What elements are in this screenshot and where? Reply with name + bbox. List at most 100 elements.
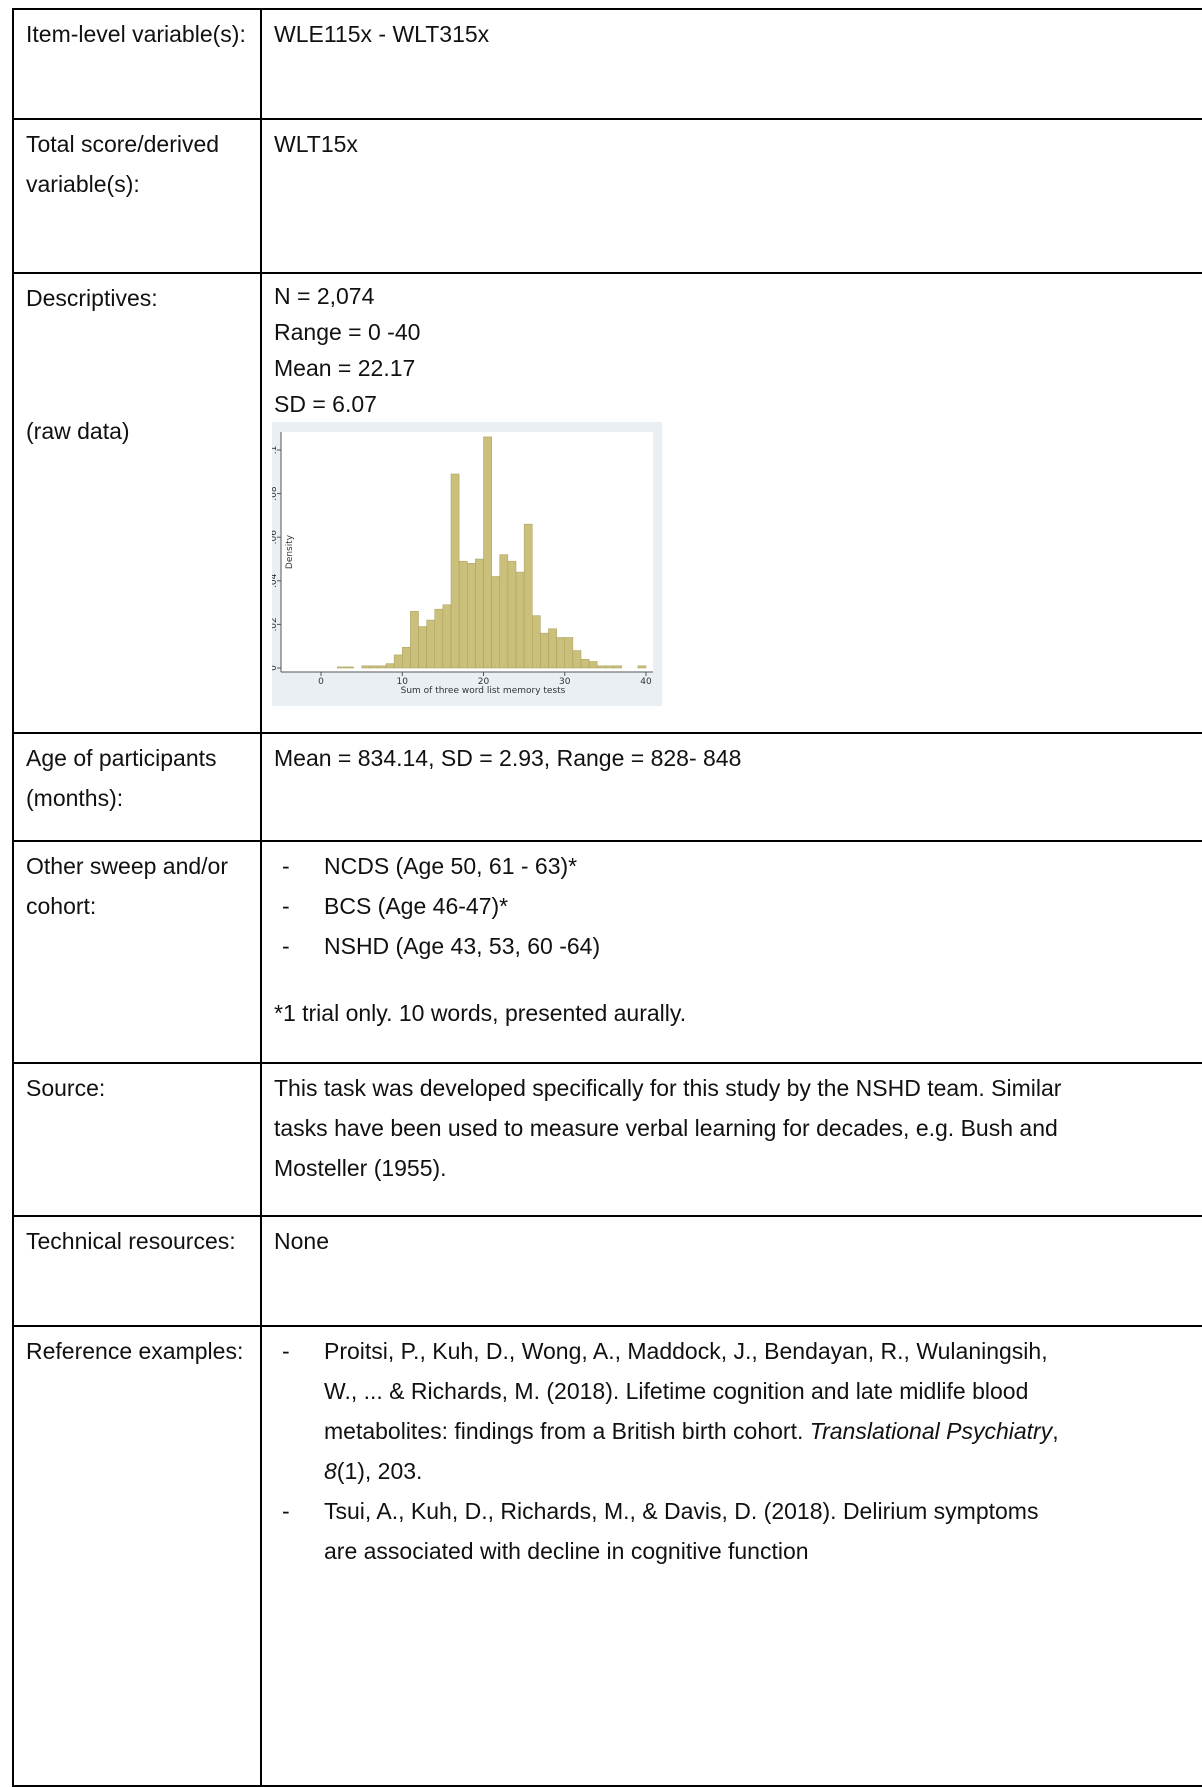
row: Descriptives: (raw data) N = 2,074 Range… bbox=[12, 272, 1202, 734]
bar bbox=[426, 619, 435, 669]
value: WLT15x bbox=[274, 131, 358, 157]
bar bbox=[475, 558, 484, 669]
list-item: - Proitsi, P., Kuh, D., Wong, A., Maddock… bbox=[274, 1331, 1064, 1491]
y-tick-label: .04 bbox=[272, 573, 279, 588]
bar bbox=[369, 665, 379, 669]
y-tick-label: .06 bbox=[272, 530, 279, 545]
bar bbox=[507, 560, 517, 669]
y-axis-label: Density bbox=[285, 534, 295, 569]
bar bbox=[580, 659, 590, 669]
bar bbox=[532, 615, 541, 669]
row: Source: This task was developed specific… bbox=[12, 1062, 1202, 1217]
item-text: NSHD (Age 43, 53, 60 -64) bbox=[324, 933, 601, 959]
item-text: BCS (Age 46-47)* bbox=[324, 893, 509, 919]
label: Age of participants (months): bbox=[26, 745, 217, 811]
bar bbox=[605, 665, 614, 669]
row: Technical resources: None bbox=[12, 1215, 1202, 1327]
bar bbox=[377, 665, 387, 669]
bar bbox=[434, 608, 444, 669]
list-item: - Tsui, A., Kuh, D., Richards, M., & Davi… bbox=[274, 1491, 1064, 1571]
bar bbox=[467, 563, 476, 669]
label: Reference examples: bbox=[26, 1338, 244, 1364]
line: N = 2,074 bbox=[274, 283, 375, 309]
list-item: - NCDS (Age 50, 61 - 63)* bbox=[274, 846, 1064, 886]
bar bbox=[499, 554, 509, 669]
label-cell: Item-level variable(s): bbox=[12, 8, 262, 120]
label: Item-level variable(s): bbox=[26, 21, 246, 47]
label: Source: bbox=[26, 1075, 106, 1101]
value-cell: - NCDS (Age 50, 61 - 63)* - BCS (Age 46-47… bbox=[260, 840, 1202, 1064]
label-cell: Total score/derived variable(s): bbox=[12, 118, 262, 274]
item-text: Proitsi, P., Kuh, D., Wong, A., Maddock,… bbox=[324, 1331, 1064, 1491]
text-part: Translational Psychiatry bbox=[809, 1418, 1053, 1444]
bar bbox=[393, 654, 403, 669]
label-cell: Age of participants (months): bbox=[12, 732, 262, 842]
item-text: NCDS (Age 50, 61 - 63)* bbox=[324, 853, 578, 879]
y-tick-label: .08 bbox=[272, 486, 279, 501]
bar bbox=[458, 560, 468, 669]
row: Total score/derived variable(s): WLT15x bbox=[12, 118, 1202, 274]
bar bbox=[491, 576, 500, 669]
item-text: Tsui, A., Kuh, D., Richards, M., & Davis… bbox=[324, 1491, 1064, 1571]
label-cell: Descriptives: (raw data) bbox=[12, 272, 262, 734]
bar bbox=[588, 661, 598, 669]
row: Other sweep and/or cohort: - NCDS (Age 50… bbox=[12, 840, 1202, 1064]
list-item: - BCS (Age 46-47)* bbox=[274, 886, 1064, 926]
x-tick-label: 40 bbox=[640, 677, 652, 687]
bar bbox=[450, 473, 460, 669]
list-item: - NSHD (Age 43, 53, 60 -64) bbox=[274, 926, 1064, 966]
info-table: Item-level variable(s): WLE115x - WLT315… bbox=[12, 8, 1202, 1787]
text-part: , bbox=[1052, 1418, 1059, 1444]
x-tick-label: 30 bbox=[559, 677, 571, 687]
text-part: Tsui, A., Kuh, D., Richards, M., & Davis… bbox=[324, 1498, 1039, 1564]
value: Mean = 834.14, SD = 2.93, Range = 828- 8… bbox=[274, 745, 742, 771]
bar bbox=[402, 647, 411, 669]
bar bbox=[637, 665, 647, 669]
x-tick-label: 20 bbox=[478, 677, 490, 687]
bar bbox=[337, 666, 346, 669]
bar bbox=[572, 650, 582, 669]
value-cell: - Proitsi, P., Kuh, D., Wong, A., Maddock… bbox=[260, 1325, 1202, 1787]
value-cell: This task was developed specifically for… bbox=[260, 1062, 1202, 1217]
bar bbox=[361, 665, 370, 669]
line: SD = 6.07 bbox=[274, 391, 377, 417]
note: (raw data) bbox=[26, 418, 130, 444]
label: Other sweep and/or cohort: bbox=[26, 853, 229, 919]
bar bbox=[385, 663, 395, 669]
value: This task was developed specifically for… bbox=[274, 1075, 1062, 1181]
text-part: (1), 203. bbox=[336, 1458, 423, 1484]
label: Technical resources: bbox=[26, 1228, 236, 1254]
x-tick-label: 0 bbox=[318, 677, 324, 687]
text-part: 8 bbox=[324, 1458, 337, 1484]
bar bbox=[613, 665, 622, 669]
row: Reference examples: - Proitsi, P., Kuh, D… bbox=[12, 1325, 1202, 1787]
x-tick-label: 10 bbox=[397, 677, 409, 687]
label-cell: Reference examples: bbox=[12, 1325, 262, 1787]
y-tick-label: 0 bbox=[272, 665, 279, 671]
bar bbox=[523, 523, 533, 669]
value: WLE115x - WLT315x bbox=[274, 21, 490, 47]
value-cell: WLT15x bbox=[260, 118, 1202, 274]
bar bbox=[410, 611, 419, 669]
row: Item-level variable(s): WLE115x - WLT315… bbox=[12, 8, 1202, 120]
bar bbox=[540, 632, 549, 669]
value-cell: N = 2,074 Range = 0 -40 Mean = 22.17 SD … bbox=[260, 272, 1202, 734]
value-cell: None bbox=[260, 1215, 1202, 1327]
label: Total score/derived variable(s): bbox=[26, 131, 220, 197]
label-cell: Other sweep and/or cohort: bbox=[12, 840, 262, 1064]
bar bbox=[564, 637, 574, 669]
bar bbox=[345, 666, 354, 669]
y-tick-label: .02 bbox=[272, 617, 279, 631]
label-cell: Source: bbox=[12, 1062, 262, 1217]
line: Range = 0 -40 bbox=[274, 319, 421, 345]
line: Mean = 22.17 bbox=[274, 355, 416, 381]
footnote: *1 trial only. 10 words, presented aural… bbox=[274, 1000, 687, 1026]
bar bbox=[442, 604, 452, 669]
bar bbox=[548, 628, 557, 669]
bar bbox=[418, 626, 427, 669]
value: None bbox=[274, 1228, 329, 1254]
y-tick-label: .1 bbox=[272, 446, 279, 455]
bar bbox=[556, 637, 565, 669]
label: Descriptives: bbox=[26, 285, 158, 311]
